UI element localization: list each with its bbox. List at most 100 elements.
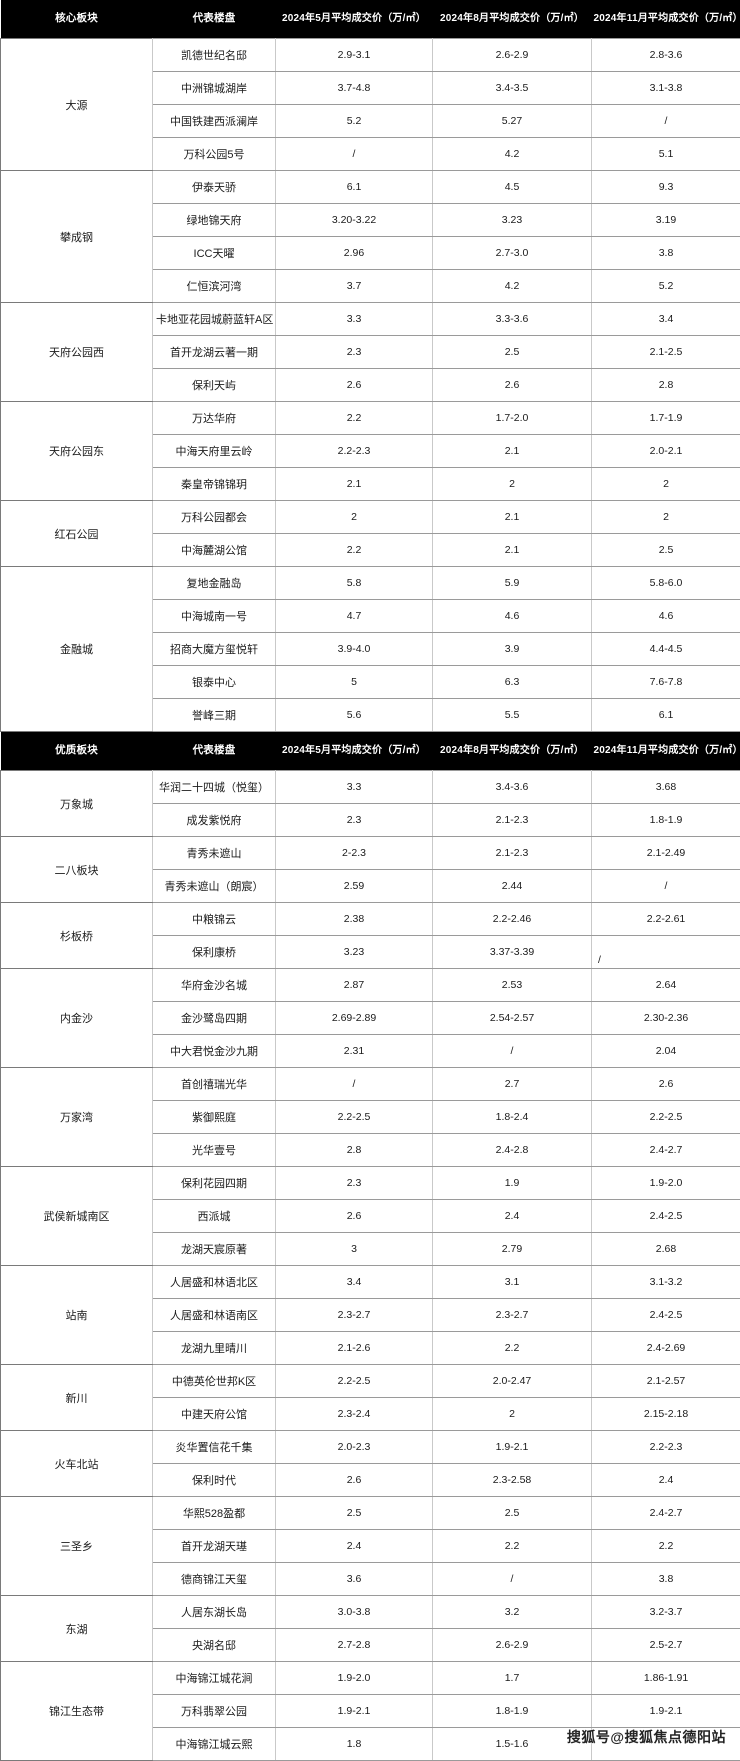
block-name-cell: 火车北站 [1,1431,153,1497]
estate-name-cell: 央湖名邸 [153,1629,276,1662]
price-cell-nov: / [592,870,740,903]
block-name-cell: 东湖 [1,1596,153,1662]
price-cell-may: 3.9-4.0 [276,633,433,666]
price-cell-nov: 2.8-3.6 [592,39,740,72]
price-cell-may: 1.9-2.0 [276,1662,433,1695]
price-cell-aug: 2.6 [433,369,592,402]
estate-name-cell: ICC天曜 [153,237,276,270]
estate-name-cell: 中建天府公馆 [153,1398,276,1431]
price-cell-nov: 3.19 [592,204,740,237]
header-cell-estate: 代表楼盘 [153,732,276,771]
block-name-cell: 红石公园 [1,501,153,567]
estate-name-cell: 万科公园5号 [153,138,276,171]
estate-name-cell: 首开龙湖天璂 [153,1530,276,1563]
price-cell-may: 2.2 [276,402,433,435]
price-cell-may: 1.9-2.1 [276,1695,433,1728]
price-cell-may: 3.6 [276,1563,433,1596]
price-cell-may: 2.6 [276,369,433,402]
estate-name-cell: 华润二十四城（悦玺） [153,771,276,804]
price-cell-nov [592,1728,740,1761]
price-cell-nov: 1.9-2.0 [592,1167,740,1200]
price-cell-aug: / [433,1035,592,1068]
price-cell-may: 2.9-3.1 [276,39,433,72]
price-cell-aug: 2.1 [433,435,592,468]
price-cell-may: 2.69-2.89 [276,1002,433,1035]
price-cell-may: 3.23 [276,936,433,969]
price-cell-may: 2.8 [276,1134,433,1167]
estate-name-cell: 招商大魔方玺悦轩 [153,633,276,666]
price-cell-may: 2.3 [276,336,433,369]
block-name-cell: 站南 [1,1266,153,1365]
price-cell-nov: 1.7-1.9 [592,402,740,435]
estate-name-cell: 人居盛和林语北区 [153,1266,276,1299]
block-name-cell: 杉板桥 [1,903,153,969]
estate-name-cell: 万科公园都会 [153,501,276,534]
estate-name-cell: 凯德世纪名邸 [153,39,276,72]
price-cell-may: 2.31 [276,1035,433,1068]
price-cell-nov: 2.8 [592,369,740,402]
price-cell-may: 2.3-2.7 [276,1299,433,1332]
price-cell-aug: 2.5 [433,336,592,369]
price-cell-may: 5.6 [276,699,433,732]
estate-name-cell: 中洲锦城湖岸 [153,72,276,105]
price-cell-nov: 3.1-3.8 [592,72,740,105]
estate-name-cell: 万达华府 [153,402,276,435]
block-name-cell: 三圣乡 [1,1497,153,1596]
estate-name-cell: 首创禧瑞光华 [153,1068,276,1101]
price-cell-aug: 3.4-3.5 [433,72,592,105]
estate-name-cell: 中海城南一号 [153,600,276,633]
estate-name-cell: 青秀未遮山（朗宸） [153,870,276,903]
block-name-cell: 锦江生态带 [1,1662,153,1761]
price-cell-nov: 1.8-1.9 [592,804,740,837]
price-cell-may: 5.2 [276,105,433,138]
header-cell-aug: 2024年8月平均成交价（万/㎡） [433,732,592,771]
estate-name-cell: 光华壹号 [153,1134,276,1167]
estate-name-cell: 秦皇帝锦锦玥 [153,468,276,501]
block-name-cell: 内金沙 [1,969,153,1068]
price-cell-may: 2.38 [276,903,433,936]
block-name-cell: 新川 [1,1365,153,1431]
price-cell-may: 5 [276,666,433,699]
price-cell-may: 2.59 [276,870,433,903]
price-cell-aug: 1.9 [433,1167,592,1200]
estate-name-cell: 华府金沙名城 [153,969,276,1002]
block-name-cell: 武侯新城南区 [1,1167,153,1266]
price-cell-may: 4.7 [276,600,433,633]
price-cell-nov: 2.2 [592,1530,740,1563]
estate-name-cell: 首开龙湖云著一期 [153,336,276,369]
price-cell-aug: 1.8-1.9 [433,1695,592,1728]
price-cell-may: 1.8 [276,1728,433,1761]
price-cell-aug: 2.7-3.0 [433,237,592,270]
estate-name-cell: 炎华置信花千集 [153,1431,276,1464]
estate-name-cell: 紫御熙庭 [153,1101,276,1134]
estate-name-cell: 中粮锦云 [153,903,276,936]
estate-name-cell: 保利花园四期 [153,1167,276,1200]
price-cell-aug: 2.5 [433,1497,592,1530]
price-cell-may: 2.3 [276,804,433,837]
price-cell-nov: 2.1-2.5 [592,336,740,369]
price-cell-aug: 3.3-3.6 [433,303,592,336]
price-cell-aug: 4.2 [433,138,592,171]
price-cell-nov: 3.1-3.2 [592,1266,740,1299]
price-cell-may: 3 [276,1233,433,1266]
estate-name-cell: 誉峰三期 [153,699,276,732]
price-cell-may: 2.2-2.5 [276,1101,433,1134]
price-cell-aug: 2.4 [433,1200,592,1233]
price-cell-aug: 2.1-2.3 [433,804,592,837]
price-cell-nov: 2.04 [592,1035,740,1068]
price-cell-aug: 2.2-2.46 [433,903,592,936]
price-cell-nov: 1.86-1.91 [592,1662,740,1695]
price-cell-may: 2.0-2.3 [276,1431,433,1464]
block-name-cell: 大源 [1,39,153,171]
estate-name-cell: 中海麓湖公馆 [153,534,276,567]
price-cell-may: 3.7-4.8 [276,72,433,105]
